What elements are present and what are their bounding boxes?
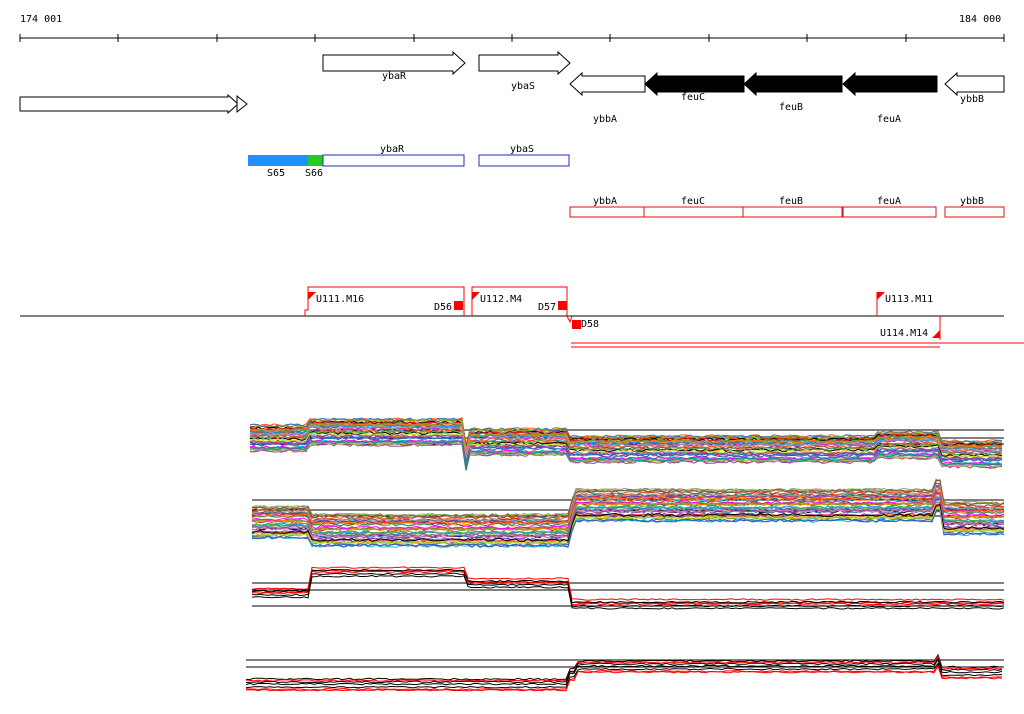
profile-panel-4 bbox=[245, 653, 1003, 692]
segment-ybbA[interactable] bbox=[569, 206, 645, 218]
gene-arrow-feuB[interactable] bbox=[743, 71, 843, 97]
gene-label-ybbB: ybbB bbox=[960, 94, 984, 105]
profile-line bbox=[252, 570, 1005, 606]
profile-line bbox=[251, 510, 1004, 548]
gene-track bbox=[19, 50, 1005, 115]
profile-line bbox=[245, 662, 1003, 689]
profile-line bbox=[245, 658, 1003, 686]
profile-panel-3 bbox=[251, 566, 1005, 610]
transcription-track: U111.M16 U112.M4 U113.M11 U114.M14 D56 bbox=[20, 286, 1024, 348]
profile-line bbox=[251, 482, 1005, 520]
segment-feuA[interactable] bbox=[842, 206, 937, 218]
profile-panel-1 bbox=[249, 417, 1003, 471]
segment-label-feuC: feuC bbox=[681, 196, 705, 207]
profile-line bbox=[251, 484, 1005, 523]
profile-line bbox=[249, 420, 1003, 448]
segment-label-ybbA: ybbA bbox=[593, 196, 617, 207]
terminator-label-D57: D57 bbox=[538, 302, 556, 313]
gene-label-ybbA: ybbA bbox=[593, 114, 617, 125]
gene-label-feuA: feuA bbox=[877, 114, 901, 125]
terminator-D57[interactable]: D57 bbox=[538, 301, 567, 313]
profile-line bbox=[249, 422, 1003, 451]
profile-line bbox=[251, 566, 1005, 601]
profile-line bbox=[249, 429, 1003, 458]
profile-line bbox=[251, 510, 1005, 548]
profile-line bbox=[251, 495, 1005, 535]
terminator-D58[interactable]: D58 bbox=[566, 315, 599, 330]
ruler-end-label: 184 000 bbox=[959, 14, 1001, 25]
profile-line bbox=[249, 420, 1003, 448]
segment-label-S66: S66 bbox=[305, 168, 323, 179]
segment-ybaR[interactable] bbox=[322, 154, 465, 167]
gene-labels: ybaR ybaS ybbA feuC feuB feuA ybbB bbox=[382, 71, 984, 125]
profile-line bbox=[249, 435, 1003, 465]
gene-arrow-ybbA[interactable] bbox=[569, 71, 646, 97]
segment-label-S65: S65 bbox=[267, 168, 285, 179]
profile-line bbox=[251, 498, 1005, 537]
gene-label-ybaS: ybaS bbox=[511, 81, 535, 92]
terminator-label-D58: D58 bbox=[581, 319, 599, 330]
transcript-label-U111: U111.M16 bbox=[316, 294, 364, 305]
transcript-label-U113: U113.M11 bbox=[885, 294, 933, 305]
gene-arrow-ybbB[interactable] bbox=[944, 71, 1005, 97]
ruler-start-label: 174 001 bbox=[20, 14, 62, 25]
profile-line bbox=[249, 432, 1003, 460]
profile-line bbox=[251, 503, 1005, 542]
profile-line bbox=[249, 440, 1003, 470]
segment-label-ybaR: ybaR bbox=[380, 144, 405, 155]
profile-line bbox=[246, 665, 1003, 692]
gene-label-ybaR: ybaR bbox=[382, 71, 407, 82]
transcript-U111[interactable]: U111.M16 bbox=[304, 286, 465, 316]
segment-label-ybaS: ybaS bbox=[510, 144, 534, 155]
segment-label-ybbB: ybbB bbox=[960, 196, 984, 207]
profile-line bbox=[251, 568, 1005, 604]
segment-feuC[interactable] bbox=[643, 206, 744, 218]
transcript-label-U114: U114.M14 bbox=[880, 328, 928, 339]
profile-line bbox=[251, 507, 1005, 545]
transcript-U113[interactable]: U113.M11 bbox=[876, 292, 933, 316]
gene-label-feuC: feuC bbox=[681, 92, 705, 103]
segment-ybaS[interactable] bbox=[478, 154, 570, 167]
transcript-label-U112: U112.M4 bbox=[480, 294, 522, 305]
segment-row-lower-labels: ybbA feuC feuB feuA ybbB bbox=[593, 196, 984, 207]
profile-line bbox=[245, 653, 1003, 681]
profile-line bbox=[251, 490, 1005, 530]
terminator-label-D56: D56 bbox=[434, 302, 452, 313]
segment-row-upper: S65 S66 ybaR ybaS bbox=[248, 144, 570, 179]
profile-line bbox=[251, 572, 1005, 608]
profile-line bbox=[249, 417, 1003, 446]
terminator-D56[interactable]: D56 bbox=[434, 301, 463, 313]
profile-line bbox=[249, 425, 1003, 454]
profile-line bbox=[251, 569, 1005, 605]
segment-row-lower bbox=[569, 206, 1005, 218]
segment-label-feuA: feuA bbox=[877, 196, 901, 207]
segment-ybbB[interactable] bbox=[944, 206, 1005, 218]
transcript-U114[interactable]: U114.M14 bbox=[571, 316, 1024, 348]
profile-line bbox=[245, 654, 1003, 682]
gene-arrow-unnamed[interactable] bbox=[19, 93, 239, 115]
coordinate-ruler: 174 001 184 000 bbox=[19, 14, 1005, 42]
expression-profiles bbox=[245, 417, 1005, 692]
segment-S65[interactable] bbox=[248, 155, 308, 166]
profile-line bbox=[251, 479, 1005, 519]
gene-arrow-ybaS[interactable] bbox=[478, 50, 571, 76]
gene-arrow-ybaR[interactable] bbox=[322, 50, 466, 76]
profile-panel-2 bbox=[251, 478, 1005, 548]
gene-arrow-fragment bbox=[236, 94, 248, 114]
profile-line bbox=[249, 428, 1003, 457]
profile-line bbox=[249, 433, 1003, 462]
profile-line bbox=[245, 656, 1003, 684]
profile-line bbox=[251, 486, 1005, 525]
profile-line bbox=[249, 441, 1003, 471]
segment-feuB[interactable] bbox=[742, 206, 843, 218]
segment-label-feuB: feuB bbox=[779, 196, 803, 207]
profile-line bbox=[251, 574, 1005, 610]
gene-label-feuB: feuB bbox=[779, 102, 803, 113]
profile-line bbox=[249, 436, 1003, 465]
profile-line bbox=[249, 418, 1003, 449]
gene-arrow-feuA[interactable] bbox=[842, 71, 938, 97]
segment-S66[interactable] bbox=[308, 155, 323, 166]
gene-arrow-feuC[interactable] bbox=[644, 71, 745, 97]
